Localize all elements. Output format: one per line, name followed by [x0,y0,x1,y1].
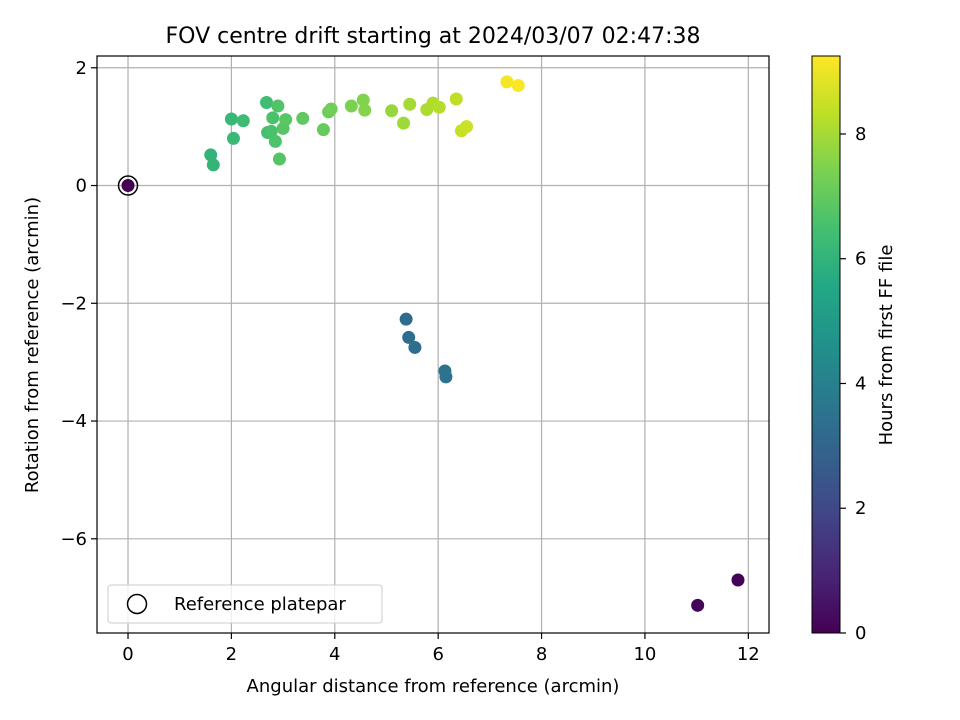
grid [97,56,769,633]
legend-label-reference: Reference platepar [174,594,346,615]
data-point [204,148,218,162]
colorbar-tick-label: 6 [855,249,866,270]
data-point [399,312,413,326]
x-tick-label: 4 [329,644,340,665]
colorbar-tick-label: 8 [855,124,866,145]
data-point [296,111,310,125]
plot-frame [96,55,770,634]
data-point [432,100,446,114]
data-point [408,340,422,354]
data-point [324,102,338,116]
x-axis-ticks: 0 2 4 6 8 10 12 [122,633,760,665]
data-point [316,123,330,137]
colorbar-ticks: 0 2 4 6 8 [840,124,866,644]
x-tick-label: 2 [226,644,237,665]
data-point [402,330,416,344]
legend-box [107,584,383,624]
data-point [511,78,525,92]
data-point [279,113,293,127]
y-tick-label: 2 [76,58,87,79]
plot-area: 0 2 4 6 8 10 12 −6 −4 −2 0 2 [60,55,770,665]
data-point [236,114,250,128]
y-tick-label: −4 [60,411,87,432]
chart-title: FOV centre drift starting at 2024/03/07 … [166,24,701,49]
y-axis-ticks: −6 −4 −2 0 2 [60,58,97,550]
data-point [344,99,358,113]
data-point [264,124,278,138]
data-point [691,598,705,612]
reference-marker [117,175,139,196]
y-tick-label: 0 [76,176,87,197]
x-tick-label: 12 [737,644,760,665]
legend-marker-reference [126,593,148,615]
data-point [272,152,286,166]
data-point [500,75,514,89]
data-point [731,573,745,587]
scatter-points [117,75,745,612]
data-point [266,111,280,125]
colorbar-tick-label: 2 [855,498,866,519]
data-point [397,116,411,130]
legend: Reference platepar [107,584,383,624]
colorbar: 0 2 4 6 8 Hours from first FF file [811,55,897,644]
data-point [260,96,274,110]
x-tick-label: 10 [633,644,656,665]
x-tick-label: 6 [432,644,443,665]
colorbar-label: Hours from first FF file [876,245,897,446]
data-point [226,131,240,145]
data-point [460,120,474,134]
data-point [356,93,370,107]
x-tick-label: 0 [122,644,133,665]
data-point [403,97,417,111]
y-axis-label: Rotation from reference (arcmin) [22,197,43,493]
data-point [121,179,135,193]
data-point [439,370,453,384]
data-point [449,92,463,106]
colorbar-tick-label: 0 [855,623,866,644]
data-point [358,103,372,117]
y-tick-label: −6 [60,529,87,550]
colorbar-gradient [811,55,841,634]
data-point [224,112,238,126]
colorbar-tick-label: 4 [855,373,866,394]
x-tick-label: 8 [536,644,547,665]
data-point [206,158,220,172]
data-point [268,134,282,148]
x-axis-label: Angular distance from reference (arcmin) [247,676,620,697]
data-point [271,99,285,113]
data-point [385,104,399,118]
y-tick-label: −2 [60,293,87,314]
